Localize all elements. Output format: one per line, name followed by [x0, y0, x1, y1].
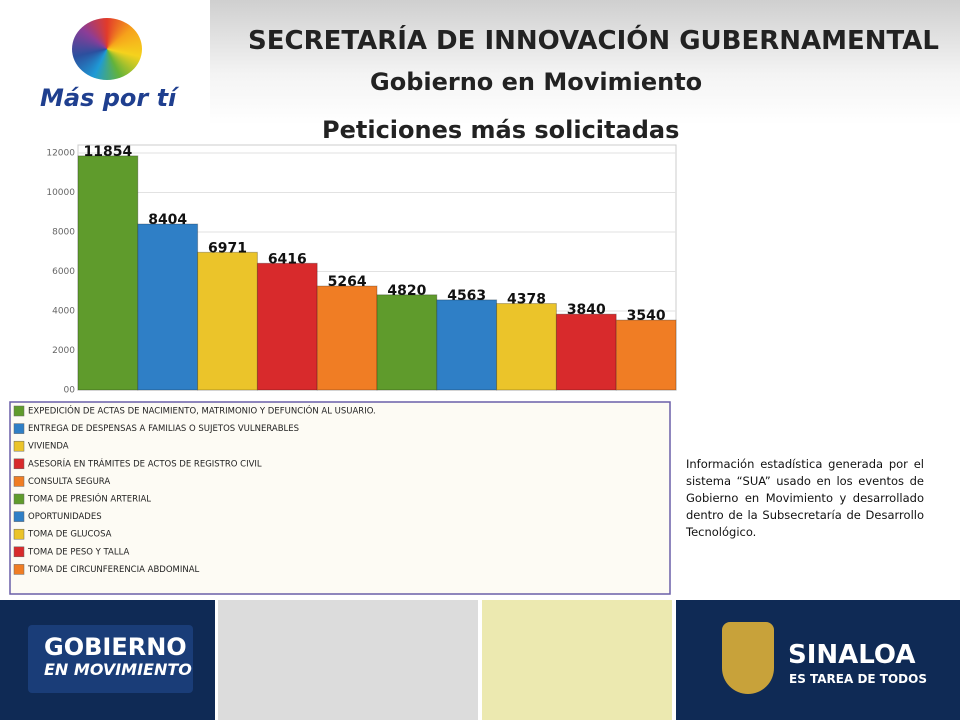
bar: [137, 223, 199, 391]
value-label: 6971: [208, 240, 247, 256]
footer-yellow: [482, 600, 672, 720]
y-tick-label: 00: [64, 386, 76, 396]
bar: [615, 319, 677, 391]
legend-label: ENTREGA DE DESPENSAS A FAMILIAS O SUJETO…: [28, 424, 299, 434]
value-label: 3540: [627, 308, 666, 324]
value-label: 4563: [447, 288, 486, 304]
value-label: 8404: [148, 212, 187, 228]
footer-left-line2: EN MOVIMIENTO: [44, 660, 192, 679]
legend-swatch: [13, 511, 25, 522]
header-subtitle: Gobierno en Movimiento: [370, 68, 703, 96]
value-label: 3840: [567, 302, 606, 318]
legend-swatch: [13, 476, 25, 487]
footer-right-line1: SINALOA: [788, 640, 916, 670]
legend-swatch: [13, 440, 25, 452]
y-tick-label: 10000: [46, 188, 75, 198]
legend-label: TOMA DE GLUCOSA: [27, 530, 112, 540]
legend-swatch: [13, 528, 25, 540]
bar: [436, 299, 498, 391]
legend-label: ASESORÍA EN TRÁMITES DE ACTOS DE REGISTR…: [28, 457, 262, 469]
value-label: 4378: [507, 292, 546, 308]
legend-label: OPORTUNIDADES: [28, 512, 102, 522]
coat-of-arms: [722, 622, 774, 694]
header-title: SECRETARÍA DE INNOVACIÓN GUBERNAMENTAL: [248, 26, 939, 56]
bar: [197, 251, 258, 391]
value-label: 5264: [328, 274, 367, 290]
legend-swatch: [13, 423, 25, 434]
footer-right-line2: ES TAREA DE TODOS: [789, 672, 927, 686]
y-tick-label: 4000: [52, 307, 75, 317]
legend-swatch: [13, 458, 25, 470]
legend-label: VIVIENDA: [28, 442, 69, 452]
legend-label: CONSULTA SEGURA: [28, 477, 110, 487]
value-label: 11854: [84, 144, 133, 160]
legend-label: EXPEDICIÓN DE ACTAS DE NACIMIENTO, MATRI…: [28, 405, 376, 417]
footer-gray: [218, 600, 478, 720]
bar: [496, 303, 557, 391]
bar: [256, 262, 318, 391]
bar: [316, 285, 378, 391]
value-label: 6416: [268, 251, 307, 267]
legend-label: TOMA DE PESO Y TALLA: [27, 547, 130, 557]
logo-mark: [72, 18, 142, 80]
bar: [555, 313, 617, 391]
footer-left-line1: GOBIERNO: [44, 633, 187, 661]
legend-box: [9, 401, 671, 595]
bar: [77, 155, 139, 391]
y-tick-label: 6000: [52, 267, 75, 277]
legend-swatch: [13, 546, 25, 558]
y-tick-label: 2000: [52, 346, 75, 356]
legend-swatch: [13, 405, 25, 417]
chart: 00 2000 4000 6000 8000 10000 12000 11854 8404 697…: [9, 144, 677, 595]
legend-label: TOMA DE PRESIÓN ARTERIAL: [27, 493, 151, 505]
y-tick-label: 8000: [52, 228, 75, 238]
value-label: 4820: [387, 283, 426, 299]
header-band: [210, 0, 960, 125]
logo-text: Más por tí: [40, 84, 177, 112]
chart-title: Peticiones más solicitadas: [322, 116, 680, 144]
y-tick-label: 12000: [46, 149, 75, 159]
bar: [376, 294, 438, 391]
footer-logo: [28, 625, 193, 693]
legend-label: TOMA DE CIRCUNFERENCIA ABDOMINAL: [27, 565, 200, 575]
legend-swatch: [13, 564, 25, 575]
note: Información estadística generada por el …: [686, 457, 924, 539]
legend-swatch: [13, 493, 25, 505]
